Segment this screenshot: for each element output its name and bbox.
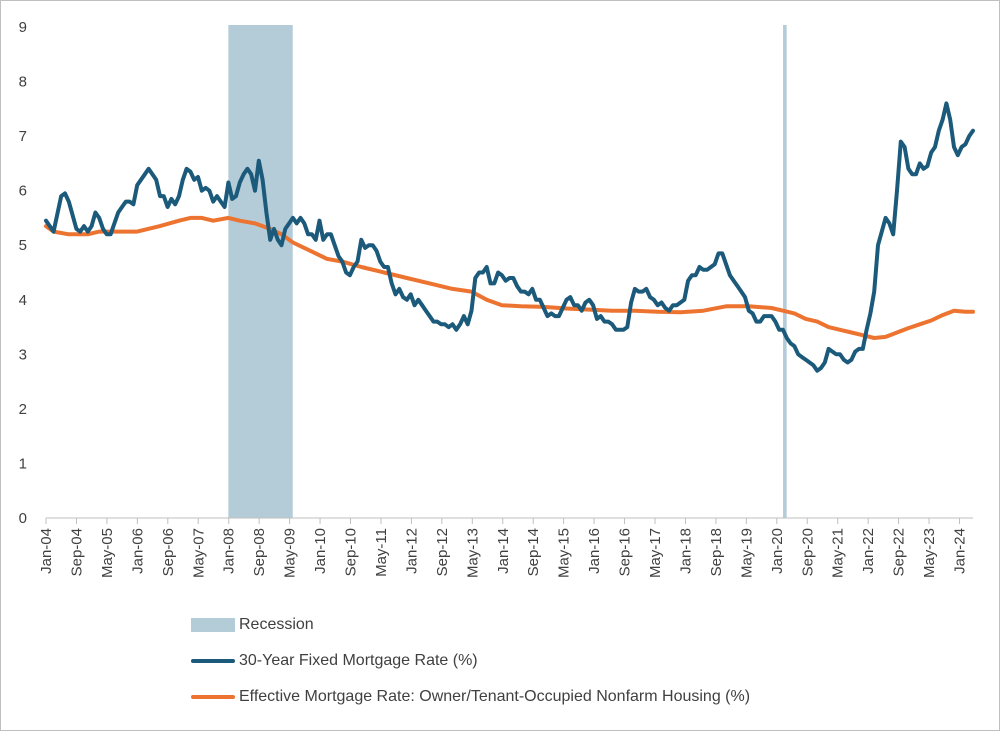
y-tick-label: 7 [19,128,27,145]
legend: Recession 30-Year Fixed Mortgage Rate (%… [191,613,750,721]
x-tick-label: Jan-20 [769,528,786,574]
series-lines [44,101,975,373]
legend-label-recession: Recession [239,616,314,633]
x-tick-label: Jan-04 [38,528,55,574]
x-tick-label: Jan-22 [860,528,877,574]
legend-item-fixed-rate: 30-Year Fixed Mortgage Rate (%) [191,649,750,673]
x-tick-label: May-21 [830,528,847,578]
x-tick-label: Jan-16 [586,528,603,574]
x-tick-label: Jan-24 [952,528,969,574]
recession-band [783,25,787,518]
y-tick-label: 8 [19,74,27,91]
y-tick-label: 2 [19,401,27,418]
x-tick-label: Sep-08 [251,528,268,576]
x-tick-label: Jan-18 [677,528,694,574]
x-tick-label: Sep-16 [617,528,634,576]
legend-item-effective-rate: Effective Mortgage Rate: Owner/Tenant-Oc… [191,685,750,709]
y-tick-label: 5 [19,237,27,254]
x-tick-label: Jan-14 [495,528,512,574]
axes [45,517,973,524]
x-tick-label: Jan-12 [403,528,420,574]
y-tick-label: 9 [19,19,27,36]
tick-labels: 0 1 2 3 4 5 6 7 8 9 Jan-04 Sep-04 May-05 Jan-06 Sep-06… [19,19,969,578]
x-tick-label: May-17 [647,528,664,578]
y-tick-label: 0 [19,510,27,527]
x-tick-label: Sep-20 [799,528,816,576]
legend-label-effective-rate: Effective Mortgage Rate: Owner/Tenant-Oc… [239,688,751,705]
x-tick-label: May-11 [373,528,390,577]
recession-bands [228,25,787,518]
x-tick-label: Sep-18 [708,528,725,576]
x-tick-label: May-15 [556,528,573,578]
y-tick-label: 6 [19,183,27,200]
recession-band [228,25,293,518]
x-tick-label: Sep-22 [891,528,908,576]
y-tick-label: 1 [19,455,27,472]
x-tick-label: Sep-12 [434,528,451,576]
x-tick-label: May-09 [282,528,299,578]
legend-swatch-fixed-rate [191,659,235,663]
x-tick-label: Jan-08 [221,528,238,574]
y-tick-label: 3 [19,346,27,363]
legend-label-fixed-rate: 30-Year Fixed Mortgage Rate (%) [239,652,478,669]
x-tick-label: May-07 [190,528,207,578]
x-tick-label: May-13 [464,528,481,578]
x-tick-label: Sep-04 [68,528,85,576]
x-tick-label: May-23 [921,528,938,578]
x-tick-label: May-05 [99,528,116,578]
x-tick-label: Jan-10 [312,528,329,574]
x-tick-label: Sep-06 [160,528,177,576]
y-tick-label: 4 [19,292,27,309]
fixed-rate-line [44,101,975,373]
x-tick-label: May-19 [738,528,755,578]
legend-item-recession: Recession [191,613,750,637]
x-tick-label: Sep-10 [343,528,360,576]
x-tick-label: Jan-06 [129,528,146,574]
legend-swatch-recession [191,618,235,632]
x-tick-label: Sep-14 [525,528,542,576]
legend-swatch-effective-rate [191,695,235,699]
